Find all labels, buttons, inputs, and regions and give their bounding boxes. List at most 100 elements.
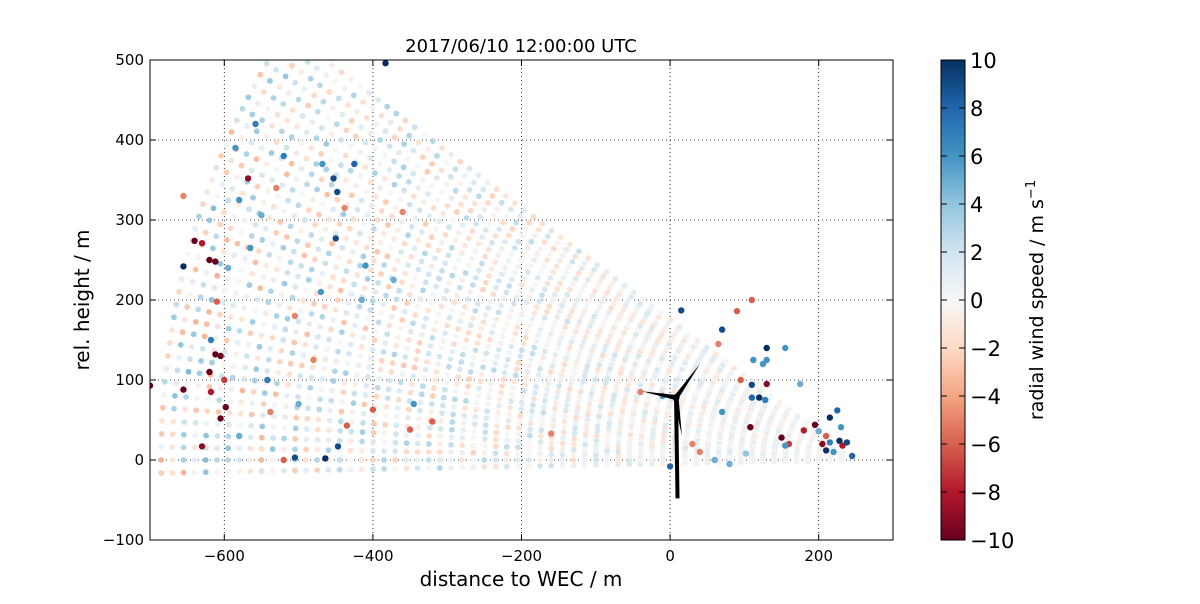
scan-point <box>503 450 510 457</box>
scan-point <box>335 95 342 102</box>
scan-point <box>456 366 463 373</box>
strong-point <box>343 422 351 429</box>
scan-point <box>264 368 271 374</box>
scan-point <box>586 298 593 304</box>
scan-point <box>594 262 601 268</box>
scan-point <box>448 441 455 448</box>
scan-point <box>524 328 531 335</box>
colorbar-tick-label: 0 <box>970 289 983 313</box>
scan-point <box>731 365 738 372</box>
scan-point <box>217 221 223 228</box>
scan-point <box>400 164 407 171</box>
strong-point <box>212 258 219 265</box>
scan-point <box>289 350 296 356</box>
scan-point <box>300 297 307 304</box>
scan-point <box>512 372 519 379</box>
scan-point <box>489 329 495 336</box>
scan-point <box>444 371 451 378</box>
scan-point <box>561 297 568 304</box>
scan-point <box>610 356 616 363</box>
strong-point <box>747 424 754 431</box>
scan-point <box>238 134 245 141</box>
scan-point <box>221 349 228 356</box>
scan-point <box>280 446 287 453</box>
scan-point <box>341 379 348 386</box>
scan-point <box>758 385 765 392</box>
scan-point <box>462 405 468 412</box>
scan-point <box>485 305 492 311</box>
scan-point <box>500 296 507 302</box>
scan-point <box>459 442 466 449</box>
scan-point <box>254 355 261 361</box>
scan-point <box>534 377 541 384</box>
scan-point <box>538 421 545 428</box>
strong-point <box>811 421 819 428</box>
scan-point <box>191 469 198 476</box>
scan-point <box>570 334 577 341</box>
scan-point <box>465 235 472 242</box>
scan-point <box>492 259 498 265</box>
scan-point <box>466 376 473 382</box>
scan-point <box>489 193 496 199</box>
scan-point <box>264 106 271 112</box>
strong-point <box>332 235 339 242</box>
scan-point <box>604 457 610 463</box>
scan-point <box>526 463 532 470</box>
scan-point <box>463 336 470 343</box>
scan-point <box>247 457 254 463</box>
scan-point <box>490 213 497 220</box>
scan-point <box>286 371 293 378</box>
scan-point <box>478 371 485 378</box>
scan-point <box>514 450 521 457</box>
scan-point <box>497 396 503 403</box>
scan-point <box>464 390 470 397</box>
scan-point <box>570 446 577 453</box>
strong-point <box>180 386 187 393</box>
scan-point <box>449 272 456 279</box>
scan-point <box>433 319 440 325</box>
scan-point <box>520 340 527 347</box>
scan-point <box>540 409 547 416</box>
scan-point <box>501 326 508 333</box>
scan-point <box>444 322 451 329</box>
scan-point <box>459 311 466 318</box>
strong-point <box>280 152 287 160</box>
scan-point <box>467 368 474 375</box>
scan-point <box>347 76 354 83</box>
scan-point <box>548 462 555 469</box>
scan-point <box>258 144 265 151</box>
scan-point <box>183 394 189 400</box>
scan-point <box>233 174 240 181</box>
scan-point <box>214 272 221 279</box>
scan-point <box>607 333 613 340</box>
scan-point <box>346 351 352 357</box>
scan-point <box>220 361 226 368</box>
scan-point <box>626 461 633 468</box>
scan-point <box>527 420 534 427</box>
scan-point <box>367 155 373 161</box>
scan-point <box>328 131 335 137</box>
scan-point <box>316 406 323 413</box>
scan-point <box>260 412 266 419</box>
scan-point <box>403 440 410 447</box>
scan-point <box>584 416 591 423</box>
scan-point <box>328 156 334 163</box>
scan-point <box>259 172 265 179</box>
scan-point <box>581 308 588 314</box>
scan-point <box>357 230 363 237</box>
scan-point <box>279 182 286 188</box>
scan-point <box>354 108 361 115</box>
scan-point <box>491 322 497 329</box>
strong-point <box>291 454 299 461</box>
scan-point <box>369 298 376 304</box>
scan-point <box>540 263 547 269</box>
strong-point <box>715 340 722 348</box>
scan-point <box>298 69 305 76</box>
scan-point <box>564 291 571 298</box>
scan-point <box>583 421 590 428</box>
scan-point <box>355 362 362 369</box>
scan-point <box>347 143 354 149</box>
scan-point <box>284 315 291 322</box>
scan-point <box>526 293 533 299</box>
scan-point <box>335 348 341 355</box>
